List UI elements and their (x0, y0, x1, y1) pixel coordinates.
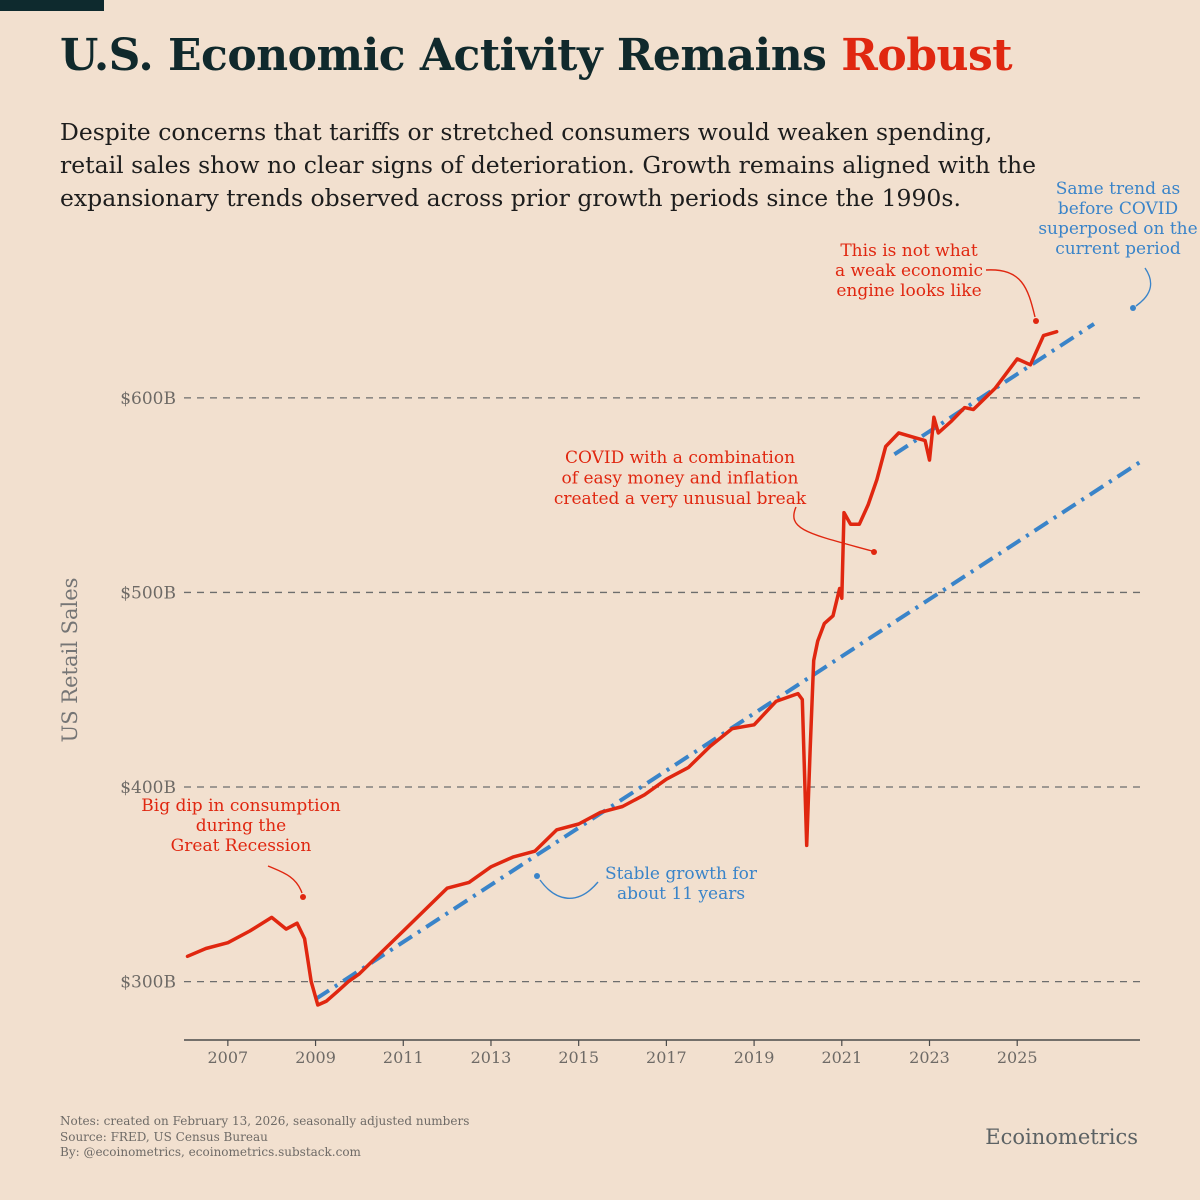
annotation-arrow (539, 879, 599, 899)
x-tick-label: 2007 (207, 1048, 248, 1067)
y-tick-label: $300B (120, 973, 176, 993)
source-line: Source: FRED, US Census Bureau (60, 1129, 268, 1144)
trend-lines (314, 322, 1142, 1001)
y-tick-label: $600B (120, 389, 176, 409)
annotation-text-line: superposed on the (1038, 219, 1197, 239)
notes-line: Notes: created on February 13, 2026, sea… (60, 1114, 470, 1128)
x-tick-label: 2019 (734, 1048, 775, 1067)
annotation-text-line: Stable growth for (605, 864, 758, 884)
x-tick-label: 2023 (909, 1048, 950, 1067)
y-tick-label: $400B (120, 778, 176, 798)
annotation-arrowhead (871, 549, 877, 555)
annotation-arrowhead (534, 873, 540, 879)
annotation-text-line: current period (1055, 239, 1181, 259)
annotation-arrowhead (1130, 305, 1136, 311)
annotation-arrow (1135, 267, 1152, 307)
annotation-text-line: Big dip in consumption (141, 796, 340, 816)
annotation-text-line: Same trend as (1056, 179, 1180, 199)
chart-title: U.S. Economic Activity Remains Robust (60, 30, 1013, 81)
annotation-arrow (793, 506, 873, 552)
corner-accent-bar (0, 0, 104, 11)
x-tick-label: 2011 (383, 1048, 424, 1067)
y-tick-label: $500B (120, 583, 176, 603)
title-accent: Robust (841, 30, 1013, 81)
annotation-arrow (985, 269, 1036, 318)
annotation-text-line: before COVID (1058, 199, 1178, 219)
x-tick-label: 2021 (821, 1048, 862, 1067)
footer-notes: Notes: created on February 13, 2026, sea… (60, 1114, 469, 1161)
annotation-text-line: Great Recession (171, 836, 312, 856)
annotation-arrowhead (1033, 318, 1039, 324)
annotation-text-line: a weak economic (835, 261, 983, 281)
axes: $300B $400B $500B $600B 2007 2009 2011 2013 2015… (58, 389, 1140, 1067)
x-tick-label: 2025 (997, 1048, 1038, 1067)
x-tick-label: 2015 (558, 1048, 599, 1067)
annotation-text-line: engine looks like (836, 281, 981, 301)
chart-subtitle: Despite concerns that tariffs or stretch… (60, 118, 1037, 212)
retail-sales-series (185, 329, 1059, 1007)
trend-line-2 (893, 322, 1096, 456)
annotation-arrowhead (300, 894, 306, 900)
y-axis-label: US Retail Sales (58, 578, 82, 743)
brand-name: Ecoinometrics (985, 1125, 1138, 1149)
annotation-arrow (267, 865, 303, 894)
annotation-text-line: created a very unusual break (554, 489, 807, 509)
title-main: U.S. Economic Activity Remains (60, 30, 827, 81)
x-tick-label: 2017 (646, 1048, 687, 1067)
x-tick-label: 2009 (295, 1048, 336, 1067)
byline: By: @ecoinometrics, ecoinometrics.substa… (60, 1145, 361, 1159)
retail-sales-line (185, 329, 1059, 1007)
annotation-text-line: about 11 years (617, 884, 745, 904)
annotation-text-line: This is not what (840, 241, 977, 261)
annotation-text-line: COVID with a combination (565, 448, 795, 468)
annotation-text-line: of easy money and inflation (562, 469, 799, 489)
x-tick-label: 2013 (471, 1048, 512, 1067)
annotation-text-line: during the (196, 816, 286, 836)
